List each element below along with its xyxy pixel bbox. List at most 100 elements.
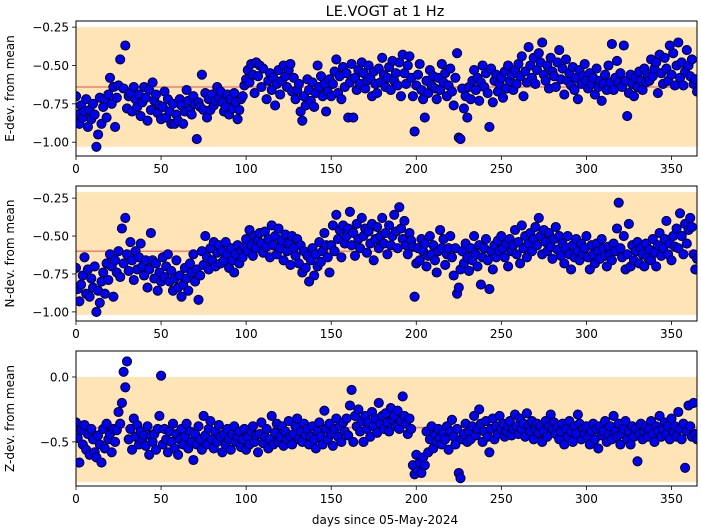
north-data-point — [472, 261, 483, 272]
vertical-data-point — [101, 418, 112, 429]
vertical-data-point — [336, 436, 347, 447]
east-data-point — [611, 55, 623, 66]
vertical-panel: 0 50 100 150 200 250 300 350 −0.5 0.0 Z-dev. from … — [3, 350, 698, 506]
east-y-tick-label: −1.00 — [32, 136, 69, 150]
east-data-point — [591, 63, 602, 74]
east-data-point — [346, 58, 357, 70]
vertical-data-point — [348, 436, 359, 447]
east-data-point — [93, 129, 104, 140]
east-data-point — [482, 88, 493, 99]
north-data-point — [89, 261, 100, 272]
north-data-point — [319, 227, 330, 239]
east-data-point — [336, 94, 347, 105]
vertical-x-tick-label: 300 — [575, 492, 598, 506]
north-data-point — [377, 212, 388, 223]
vertical-data-point — [96, 457, 107, 468]
north-y-tick-label: −0.50 — [32, 230, 69, 244]
east-data-point — [691, 86, 697, 97]
north-data-point — [394, 202, 405, 213]
vertical-plot-area — [76, 356, 697, 484]
north-data-point — [110, 255, 121, 266]
east-data-point — [390, 68, 401, 79]
east-data-point — [412, 69, 424, 80]
north-data-point — [329, 246, 340, 257]
north-data-point — [372, 221, 383, 233]
north-data-point — [674, 208, 686, 219]
vertical-data-point — [256, 417, 267, 428]
vertical-data-point — [142, 421, 153, 432]
east-x-tick-label: 50 — [153, 162, 168, 176]
north-x-tick-label: 50 — [153, 327, 168, 341]
vertical-data-point — [110, 436, 121, 447]
north-data-point — [389, 209, 400, 220]
east-y-tick-label: −0.75 — [32, 97, 69, 111]
east-data-point — [537, 37, 548, 48]
east-data-point — [178, 118, 189, 129]
east-data-point — [603, 60, 614, 71]
north-data-point — [285, 259, 296, 270]
north-data-point — [581, 231, 592, 242]
vertical-data-point — [150, 444, 162, 455]
east-data-point — [252, 71, 264, 82]
east-data-point — [258, 63, 269, 74]
north-data-point — [431, 267, 442, 278]
east-data-point — [690, 74, 697, 85]
vertical-data-point — [173, 449, 184, 460]
north-data-point — [349, 250, 361, 261]
east-data-point — [557, 63, 568, 74]
east-y-tick-label: −0.50 — [32, 59, 69, 73]
east-data-point — [309, 101, 320, 112]
east-data-point — [446, 86, 458, 97]
vertical-data-point — [252, 447, 264, 458]
vertical-data-point — [346, 384, 357, 395]
north-data-point — [324, 267, 335, 278]
east-data-point — [550, 81, 561, 93]
vertical-data-point — [691, 434, 697, 445]
north-data-point — [435, 224, 446, 236]
east-data-point — [89, 109, 100, 120]
east-data-point — [484, 121, 495, 132]
vertical-data-point — [86, 423, 97, 434]
north-y-axis-label: N-dev. from mean — [3, 200, 17, 308]
east-data-point — [142, 115, 153, 126]
vertical-data-point — [344, 400, 355, 411]
north-data-point — [445, 231, 456, 242]
vertical-data-point — [680, 462, 691, 473]
north-data-point — [562, 231, 573, 242]
north-data-point — [402, 249, 413, 260]
north-data-point — [176, 291, 187, 302]
north-data-point — [475, 279, 486, 290]
north-y-tick-label: −1.00 — [32, 305, 69, 319]
north-y-tick-label: −0.75 — [32, 267, 69, 281]
north-data-point — [144, 264, 155, 275]
east-data-point — [321, 106, 332, 117]
vertical-data-point — [261, 423, 272, 434]
vertical-y-tick-label: 0.0 — [50, 370, 69, 384]
north-data-point — [103, 274, 114, 286]
north-panel: 0 50 100 150 200 250 300 350 −1.00 −0.75 −0.50 −0.2… — [3, 185, 698, 341]
vertical-data-point — [225, 444, 236, 455]
vertical-data-point — [144, 449, 155, 460]
east-data-point — [554, 45, 565, 56]
figure-title: LE.VOGT at 1 Hz — [326, 4, 445, 20]
north-data-point — [145, 227, 156, 239]
north-data-point — [309, 270, 320, 281]
vertical-y-tick-label: −0.5 — [40, 435, 69, 449]
north-data-point — [414, 255, 425, 266]
north-data-point — [480, 234, 492, 245]
east-data-point — [407, 91, 418, 102]
vertical-data-point — [120, 382, 131, 393]
north-data-point — [515, 258, 526, 269]
east-data-point — [249, 88, 260, 99]
north-data-point — [516, 220, 527, 231]
vertical-data-point — [327, 440, 338, 451]
north-data-point — [618, 231, 629, 242]
vertical-data-point — [373, 397, 384, 408]
north-data-point — [384, 220, 395, 231]
vertical-axes-frame — [75, 350, 698, 487]
north-data-point — [678, 249, 689, 260]
north-data-point — [195, 270, 206, 281]
vertical-data-point — [287, 439, 298, 450]
north-data-point — [150, 258, 162, 269]
